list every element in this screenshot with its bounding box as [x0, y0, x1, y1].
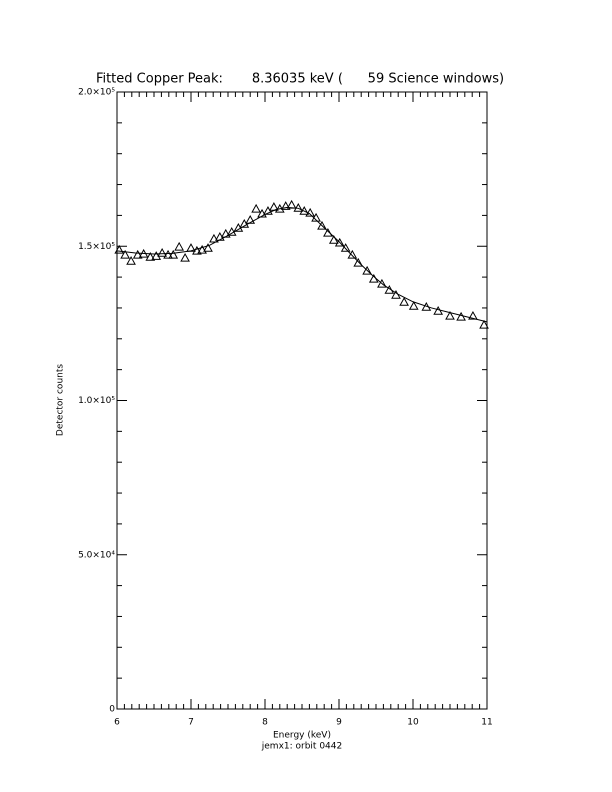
data-point	[157, 248, 167, 257]
data-point	[479, 319, 489, 329]
data-point	[215, 231, 225, 241]
data-point	[362, 265, 372, 275]
data-point	[145, 252, 156, 261]
data-point	[251, 203, 261, 213]
x-axis-label: Energy (keV)	[273, 731, 331, 741]
data-point	[399, 297, 409, 306]
x-tick-label: 10	[407, 718, 419, 728]
data-point	[132, 249, 143, 259]
data-point	[323, 227, 333, 237]
data-point	[328, 235, 339, 244]
y-tick-label: 5.0×10⁴	[78, 550, 115, 560]
data-point	[293, 202, 304, 212]
data-point	[245, 214, 256, 224]
data-point	[445, 310, 455, 320]
data-point	[347, 249, 358, 259]
data-point	[168, 249, 179, 259]
data-point	[377, 278, 387, 288]
data-point	[114, 244, 125, 254]
data-point	[353, 257, 364, 267]
data-point	[203, 243, 213, 252]
y-tick-label: 2.0×10⁵	[78, 88, 115, 98]
y-axis-label: Detector counts	[56, 364, 66, 436]
data-point	[340, 243, 351, 252]
data-point	[456, 311, 466, 321]
data-point	[174, 241, 185, 251]
data-point	[280, 201, 291, 210]
y-tick-label: 1.5×10⁵	[78, 242, 115, 252]
footer: jemx1: orbit 0442	[261, 742, 342, 752]
fit-line	[116, 206, 488, 323]
data-point	[334, 237, 345, 247]
data-point	[468, 310, 478, 320]
x-tick-label: 7	[188, 718, 194, 728]
data-point	[120, 249, 130, 259]
chart-title: Fitted Copper Peak: 8.36035 keV ( 59 Sci…	[96, 72, 504, 87]
data-point	[180, 252, 190, 262]
data-point	[209, 233, 219, 243]
data-point	[192, 245, 202, 255]
y-tick-label: 1.0×10⁵	[78, 396, 115, 406]
data-point	[126, 256, 136, 265]
x-tick-label: 8	[262, 718, 268, 728]
y-tick-label: 0	[109, 705, 115, 715]
x-tick-label: 9	[336, 718, 342, 728]
data-point	[197, 244, 207, 254]
data-point	[433, 306, 444, 315]
x-tick-label: 6	[114, 718, 120, 728]
data-point	[317, 220, 327, 230]
data-point	[408, 301, 419, 310]
x-tick-label: 11	[481, 718, 492, 728]
data-point	[163, 249, 173, 259]
plot-frame	[116, 91, 488, 710]
